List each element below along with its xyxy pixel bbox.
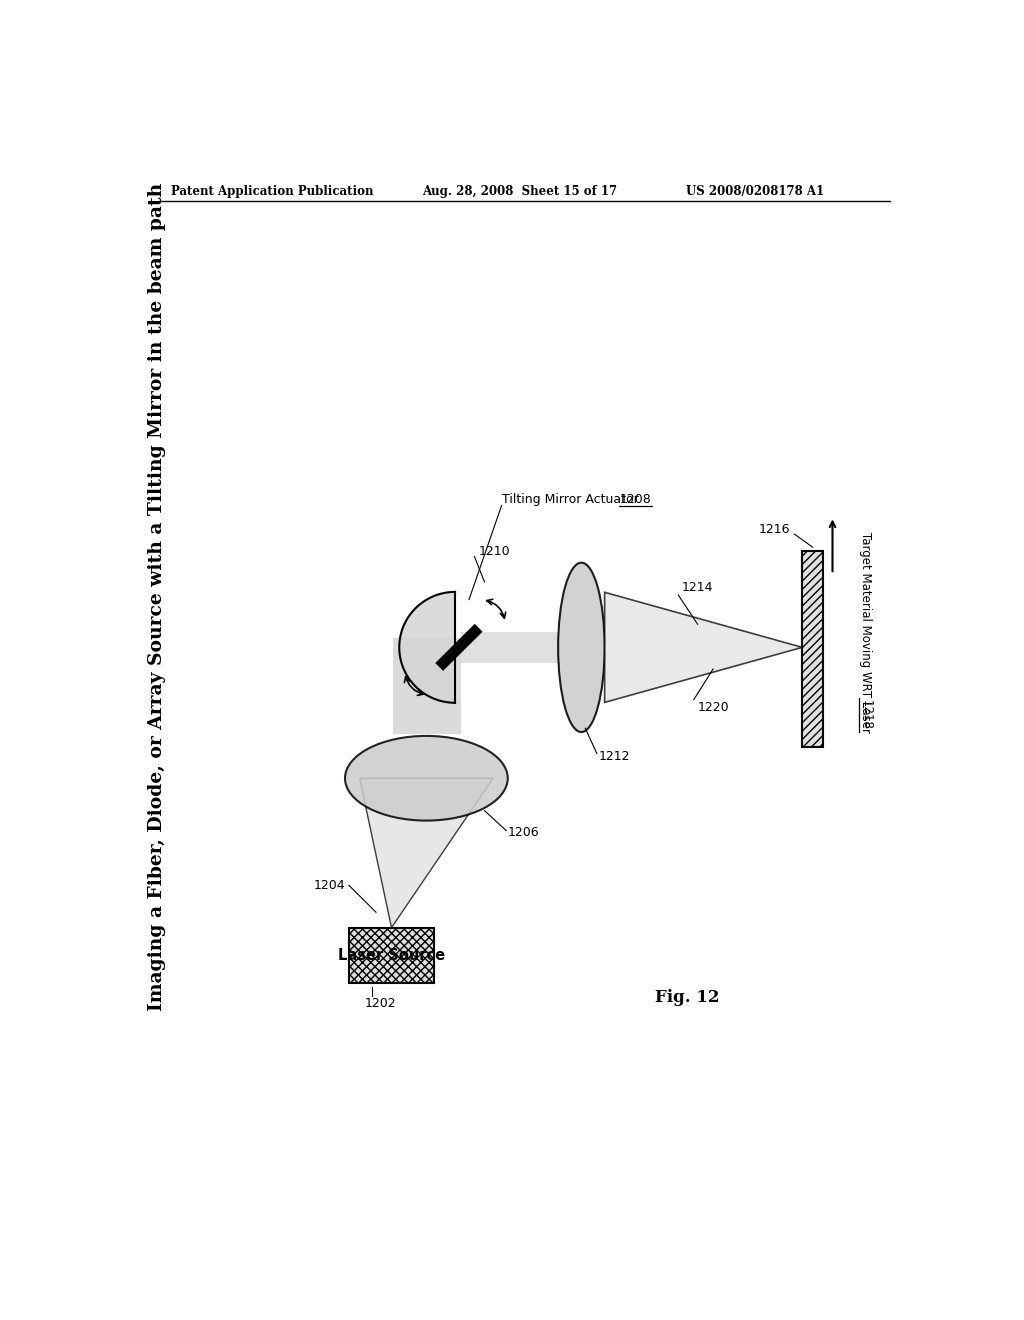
Polygon shape — [359, 779, 494, 928]
Text: Laser Source: Laser Source — [338, 948, 445, 962]
Text: 1216: 1216 — [759, 523, 791, 536]
Bar — [393, 638, 461, 734]
Text: Fig. 12: Fig. 12 — [655, 989, 720, 1006]
Bar — [349, 928, 434, 983]
Text: Patent Application Publication: Patent Application Publication — [171, 185, 373, 198]
Text: 1212: 1212 — [598, 750, 630, 763]
Text: 1214: 1214 — [682, 581, 714, 594]
Polygon shape — [399, 591, 455, 702]
Text: 1204: 1204 — [313, 879, 345, 892]
Text: 1206: 1206 — [508, 825, 540, 838]
Bar — [349, 928, 434, 983]
Bar — [461, 632, 558, 663]
Text: Tilting Mirror Actuator: Tilting Mirror Actuator — [502, 492, 642, 506]
Bar — [802, 552, 823, 747]
Ellipse shape — [345, 737, 508, 821]
Text: 1208: 1208 — [620, 492, 651, 506]
Ellipse shape — [558, 562, 604, 733]
Bar — [802, 552, 823, 747]
Text: 1210: 1210 — [478, 545, 510, 557]
Text: US 2008/0208178 A1: US 2008/0208178 A1 — [686, 185, 824, 198]
Text: 1220: 1220 — [697, 701, 729, 714]
Polygon shape — [604, 593, 802, 702]
Text: 1218: 1218 — [859, 700, 872, 730]
Text: Imaging a Fiber, Diode, or Array Source with a Tilting Mirror in the beam path: Imaging a Fiber, Diode, or Array Source … — [148, 183, 167, 1011]
Text: Aug. 28, 2008  Sheet 15 of 17: Aug. 28, 2008 Sheet 15 of 17 — [423, 185, 617, 198]
Text: 1202: 1202 — [365, 997, 396, 1010]
Text: Target Material Moving WRT Laser: Target Material Moving WRT Laser — [859, 532, 872, 737]
